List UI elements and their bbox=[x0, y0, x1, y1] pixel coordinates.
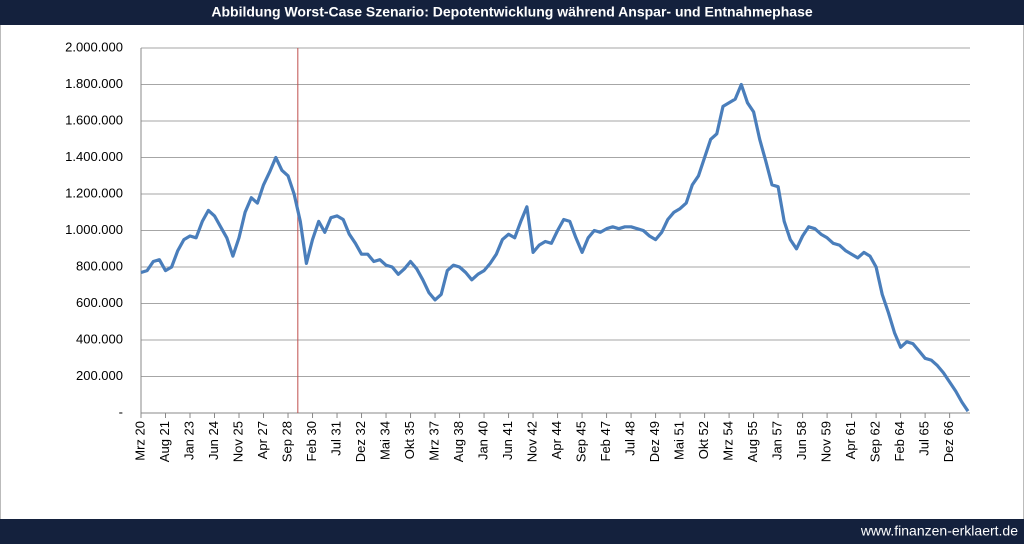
x-tick-label: Nov 42 bbox=[524, 421, 539, 462]
x-tick-label: Sep 45 bbox=[574, 421, 589, 462]
x-tick-label: Aug 21 bbox=[157, 421, 172, 462]
x-tick-label: Jan 57 bbox=[770, 421, 785, 460]
y-tick-label: 200.000 bbox=[76, 368, 123, 383]
x-tick-label: Mrz 54 bbox=[721, 421, 736, 461]
x-tick-label: Dez 66 bbox=[941, 421, 956, 462]
x-tick-label: Aug 38 bbox=[451, 421, 466, 462]
x-tick-label: Okt 52 bbox=[696, 421, 711, 459]
x-tick-label: Jun 24 bbox=[206, 421, 221, 460]
x-tick-label: Sep 62 bbox=[868, 421, 883, 462]
y-tick-label: 1.400.000 bbox=[65, 149, 123, 164]
x-tick-label: Mai 34 bbox=[377, 421, 392, 460]
data-line bbox=[140, 82, 970, 413]
y-tick-label: 2.000.000 bbox=[65, 39, 123, 54]
x-tick-label: Apr 44 bbox=[549, 421, 564, 459]
x-tick-label: Feb 47 bbox=[598, 421, 613, 461]
chart-title: Abbildung Worst-Case Szenario: Depotentw… bbox=[211, 4, 812, 20]
y-tick-label: - bbox=[119, 404, 123, 419]
x-tick-label: Feb 64 bbox=[892, 421, 907, 461]
x-tick-label: Dez 49 bbox=[647, 421, 662, 462]
x-tick-label: Dez 32 bbox=[353, 421, 368, 462]
title-bar bbox=[0, 0, 1024, 25]
y-tick-label: 1.800.000 bbox=[65, 76, 123, 91]
y-tick-label: 600.000 bbox=[76, 295, 123, 310]
x-tick-label: Jun 41 bbox=[500, 421, 515, 460]
x-tick-label: Jul 65 bbox=[917, 421, 932, 456]
y-tick-label: 1.000.000 bbox=[65, 222, 123, 237]
x-tick-label: Apr 61 bbox=[843, 421, 858, 459]
x-tick-label: Apr 27 bbox=[255, 421, 270, 459]
footer-bar bbox=[0, 519, 1024, 544]
footer: www.finanzen-erklaert.de bbox=[860, 523, 1018, 539]
x-tick-label: Jun 58 bbox=[794, 421, 809, 460]
x-tick-label: Mrz 37 bbox=[426, 421, 441, 461]
y-tick-label: 800.000 bbox=[76, 258, 123, 273]
x-tick-label: Jan 40 bbox=[475, 421, 490, 460]
x-tick-label: Nov 25 bbox=[230, 421, 245, 462]
y-tick-label: 400.000 bbox=[76, 331, 123, 346]
x-tick-label: Nov 59 bbox=[819, 421, 834, 462]
x-tick-label: Mai 51 bbox=[672, 421, 687, 460]
y-tick-label: 1.600.000 bbox=[65, 112, 123, 127]
x-tick-label: Sep 28 bbox=[279, 421, 294, 462]
x-tick-label: Okt 35 bbox=[402, 421, 417, 459]
y-tick-label: 1.200.000 bbox=[65, 185, 123, 200]
x-tick-label: Jul 31 bbox=[328, 421, 343, 456]
x-tick-label: Jul 48 bbox=[623, 421, 638, 456]
x-tick-label: Feb 30 bbox=[304, 421, 319, 461]
x-tick-label: Jan 23 bbox=[181, 421, 196, 460]
x-tick-label: Mrz 20 bbox=[132, 421, 147, 461]
x-tick-label: Aug 55 bbox=[745, 421, 760, 462]
